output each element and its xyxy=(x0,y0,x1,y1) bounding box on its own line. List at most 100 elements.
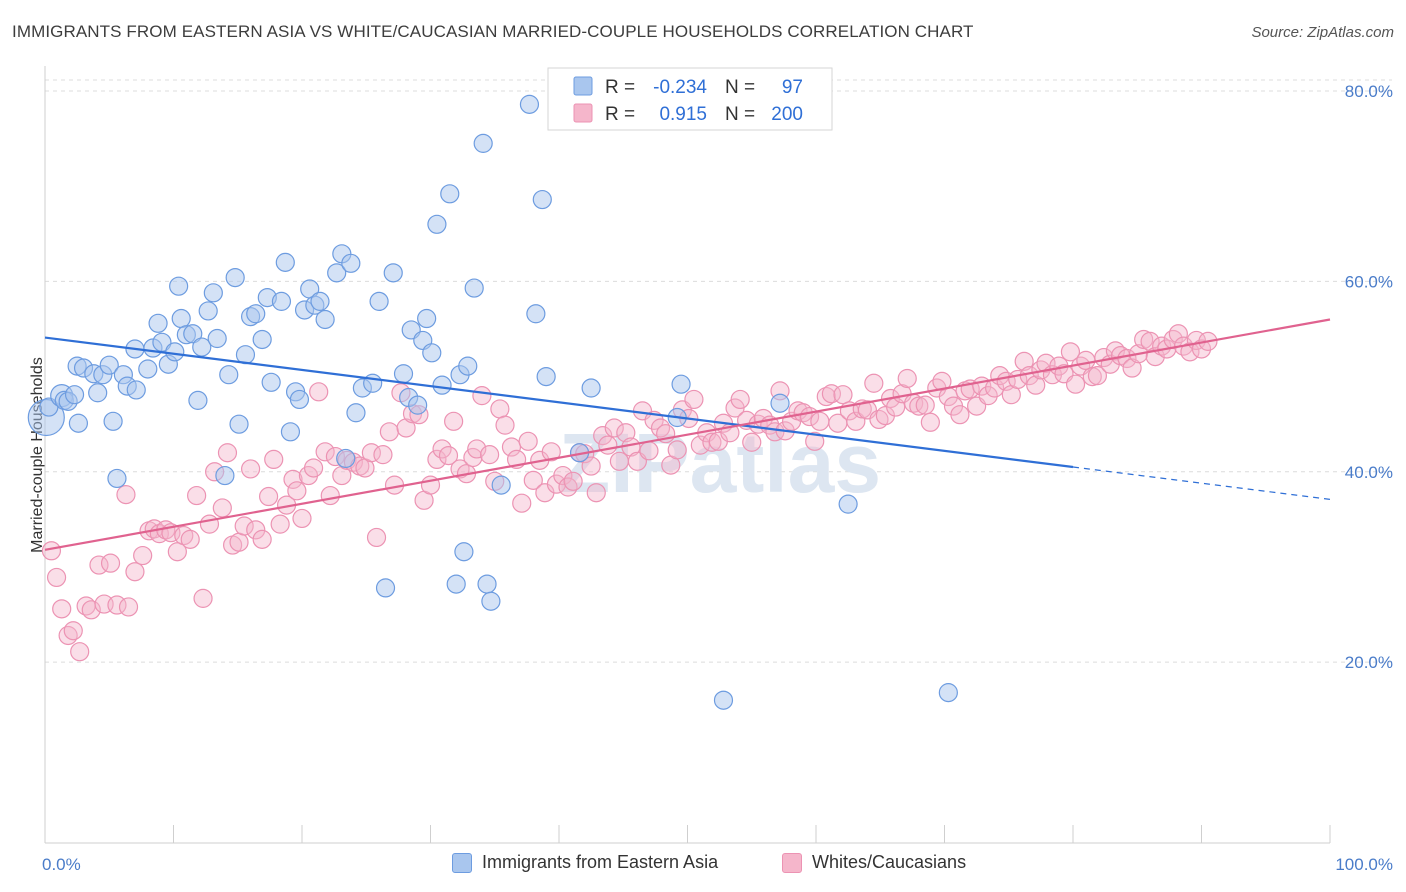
x-tick-label: 100.0% xyxy=(1335,855,1393,874)
pink-point xyxy=(234,516,254,536)
y-tick-label: 80.0% xyxy=(1345,82,1393,101)
pink-point xyxy=(438,445,459,466)
blue-point xyxy=(138,359,158,379)
pink-point xyxy=(241,459,261,479)
pink-point xyxy=(199,514,220,534)
y-tick-label: 60.0% xyxy=(1345,272,1393,291)
chart-title: IMMIGRANTS FROM EASTERN ASIA VS WHITE/CA… xyxy=(12,22,974,41)
source-credit: Source: ZipAtlas.com xyxy=(1251,24,1394,41)
blue-point xyxy=(198,301,218,321)
bottom-legend-blue: Immigrants from Eastern Asia xyxy=(452,852,718,873)
blue-trend-extension xyxy=(1072,466,1331,500)
blue-point xyxy=(346,403,366,423)
pink-point xyxy=(553,465,573,486)
axes xyxy=(44,66,1331,844)
pink-point xyxy=(604,418,624,438)
pink-point xyxy=(1122,358,1142,378)
pink-point xyxy=(246,520,266,540)
blue-point xyxy=(519,94,540,114)
blue-series-points xyxy=(27,94,958,710)
pink-point xyxy=(472,386,492,406)
pink-point xyxy=(118,597,139,617)
grid-lines xyxy=(45,79,1392,663)
blue-point xyxy=(432,375,452,395)
legend-swatch-blue xyxy=(573,76,593,96)
blue-point xyxy=(491,475,511,495)
legend-r-label-1: R = xyxy=(605,77,635,98)
pink-point xyxy=(650,418,671,438)
tick-labels: 20.0% 40.0% 60.0% 80.0% 0.0% 100.0% xyxy=(42,82,1393,874)
blue-point xyxy=(440,184,460,204)
blue-point xyxy=(64,385,85,405)
bottom-legend-pink-label: Whites/Caucasians xyxy=(812,852,967,872)
blue-point xyxy=(671,374,691,394)
pink-point xyxy=(833,385,853,405)
blue-point xyxy=(938,683,958,703)
blue-point xyxy=(375,578,396,598)
pink-point xyxy=(810,411,830,431)
pink-point xyxy=(586,483,606,503)
blue-point xyxy=(838,494,858,514)
pink-point xyxy=(616,423,636,443)
pink-point xyxy=(512,493,532,513)
pink-point xyxy=(41,541,62,561)
pink-point xyxy=(730,389,750,410)
pink-point xyxy=(63,621,83,641)
pink-point xyxy=(100,553,121,573)
legend-r-label-2: R = xyxy=(605,104,635,125)
blue-point xyxy=(107,468,127,489)
trend-lines xyxy=(44,318,1331,551)
pink-point xyxy=(379,422,399,442)
pink-point xyxy=(1191,339,1212,359)
pink-point xyxy=(495,415,515,435)
legend-swatch-pink xyxy=(573,103,593,123)
pink-point xyxy=(373,445,393,465)
blue-point xyxy=(246,304,266,324)
pink-point xyxy=(523,470,543,490)
blue-point xyxy=(229,414,249,434)
pink-point xyxy=(490,399,510,419)
pink-point xyxy=(684,389,704,410)
pink-point xyxy=(950,405,970,425)
pink-point xyxy=(125,562,145,582)
pink-point xyxy=(518,431,538,451)
blue-point xyxy=(713,690,734,710)
pink-point xyxy=(742,432,762,452)
pink-point xyxy=(366,527,387,548)
pink-point xyxy=(1087,366,1108,386)
pink-point xyxy=(70,642,90,662)
pink-point xyxy=(920,412,940,432)
blue-point xyxy=(165,342,185,362)
pink-point xyxy=(315,442,335,462)
blue-point xyxy=(215,465,235,486)
pink-point xyxy=(167,542,187,562)
blue-point xyxy=(280,422,301,442)
blue-point xyxy=(477,574,497,594)
pink-point xyxy=(396,418,416,438)
pink-point xyxy=(593,426,613,446)
pink-point xyxy=(805,431,825,451)
pink-point xyxy=(180,529,200,549)
blue-point xyxy=(171,308,191,329)
pink-point xyxy=(229,532,249,552)
blue-point xyxy=(341,253,361,273)
blue-point xyxy=(315,309,335,330)
blue-point xyxy=(369,291,389,311)
pink-point xyxy=(287,481,307,501)
bottom-legend-pink: Whites/Caucasians xyxy=(782,852,966,873)
pink-point xyxy=(598,435,618,455)
blue-point xyxy=(770,393,790,413)
blue-point xyxy=(252,329,272,350)
blue-point xyxy=(68,413,89,433)
pink-point xyxy=(581,456,601,476)
blue-point xyxy=(336,448,356,469)
blue-point xyxy=(219,365,239,385)
pink-point xyxy=(427,449,447,470)
blue-point xyxy=(473,133,493,153)
blue-point xyxy=(99,355,119,375)
bottom-legend-blue-swatch xyxy=(452,852,472,873)
blue-point xyxy=(481,591,501,611)
pink-point xyxy=(1026,375,1046,395)
blue-point xyxy=(526,304,546,324)
pink-point xyxy=(258,486,279,507)
